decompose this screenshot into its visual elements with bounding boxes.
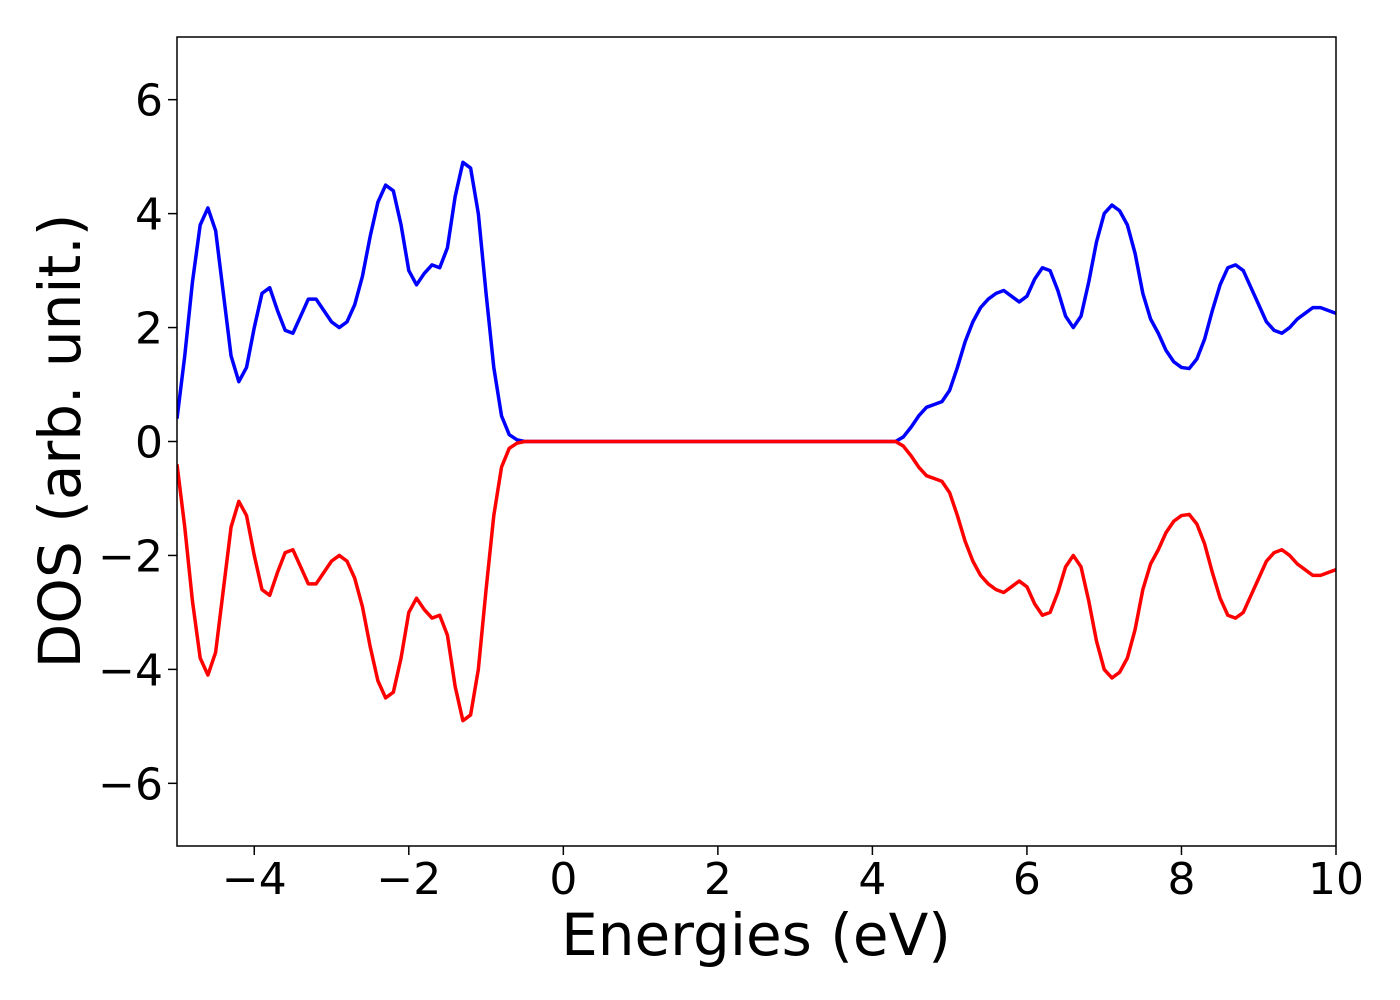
- y-tick-label: 2: [135, 304, 163, 355]
- x-axis-label: Energies (eV): [561, 901, 951, 969]
- x-tick-label: 8: [1167, 854, 1195, 905]
- x-tick-label: 0: [549, 854, 577, 905]
- y-tick-label: −4: [98, 645, 163, 696]
- series-line: [177, 160, 1336, 444]
- y-tick-label: −2: [98, 531, 163, 582]
- x-tick-label: 2: [704, 854, 732, 905]
- y-axis-label: DOS (arb. unit.): [26, 214, 94, 669]
- y-tick-label: 4: [135, 190, 163, 241]
- plot-area: [177, 160, 1336, 723]
- y-tick-label: 0: [135, 418, 163, 469]
- x-tick-label: 4: [858, 854, 886, 905]
- x-tick-label: −2: [376, 854, 441, 905]
- series-line: [177, 439, 1336, 723]
- x-tick-label: −4: [222, 854, 287, 905]
- y-tick-label: 6: [135, 76, 163, 127]
- x-tick-label: 6: [1013, 854, 1041, 905]
- x-tick-label: 10: [1308, 854, 1364, 905]
- y-tick-label: −6: [98, 759, 163, 810]
- plot-frame: [176, 36, 1337, 847]
